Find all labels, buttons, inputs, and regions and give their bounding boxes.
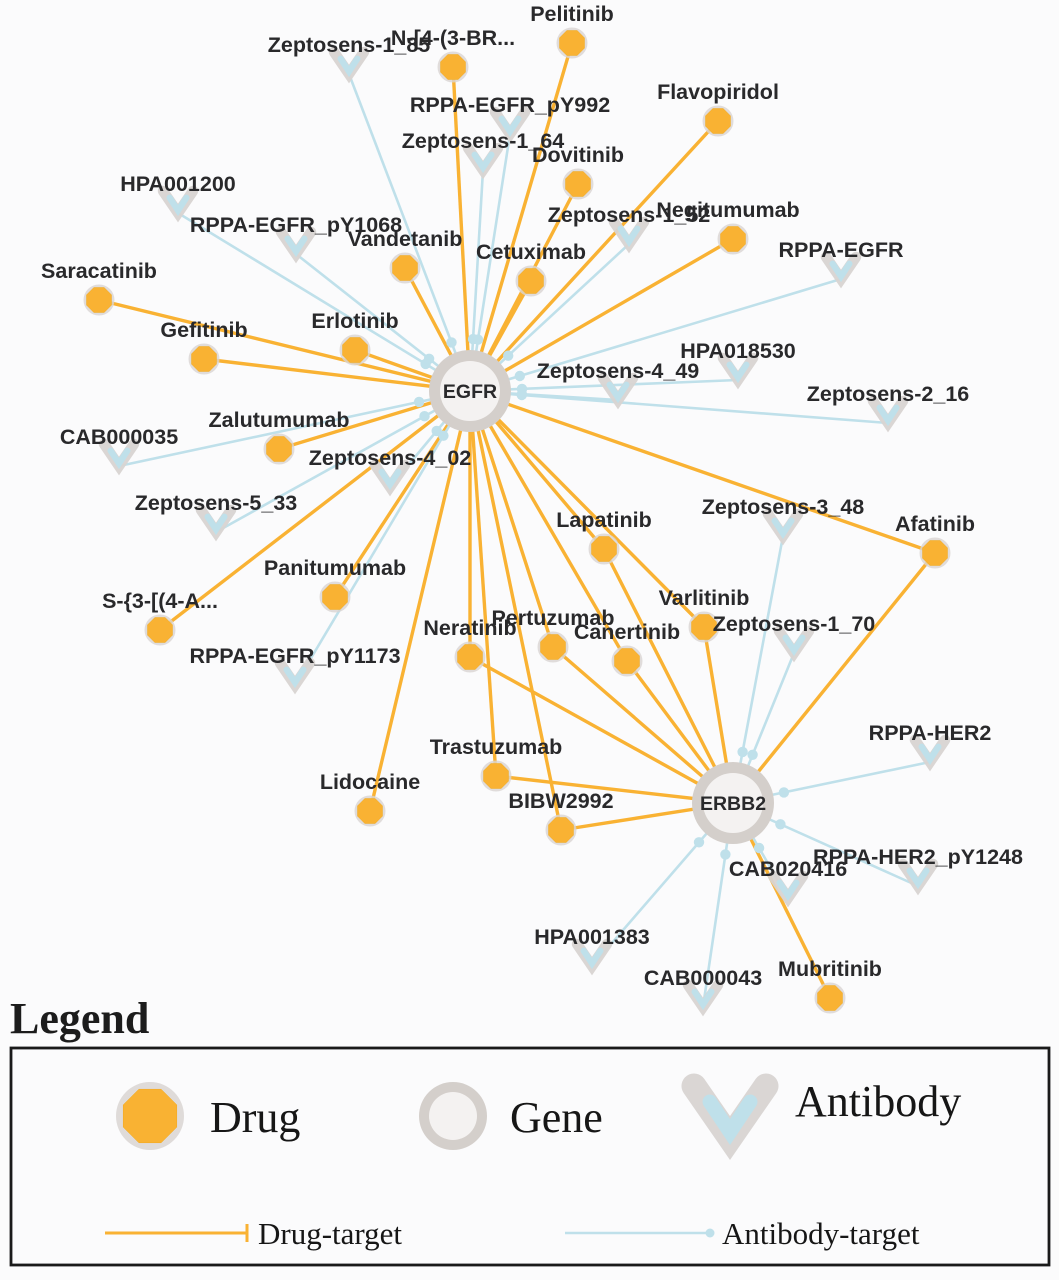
svg-text:Zeptosens-4_02: Zeptosens-4_02 — [309, 446, 472, 470]
svg-text:RPPA-EGFR_pY1173: RPPA-EGFR_pY1173 — [189, 644, 400, 668]
svg-text:Antibody: Antibody — [795, 1077, 961, 1126]
svg-text:BIBW2992: BIBW2992 — [508, 789, 613, 813]
svg-text:Trastuzumab: Trastuzumab — [430, 735, 563, 759]
svg-text:Zalutumumab: Zalutumumab — [209, 408, 350, 432]
svg-text:RPPA-EGFR_pY992: RPPA-EGFR_pY992 — [410, 93, 610, 117]
svg-text:Zeptosens-2_16: Zeptosens-2_16 — [807, 382, 970, 406]
svg-text:Canertinib: Canertinib — [574, 620, 680, 644]
svg-text:Zeptosens-5_33: Zeptosens-5_33 — [135, 491, 298, 515]
svg-text:Flavopiridol: Flavopiridol — [657, 80, 779, 104]
svg-text:Gefitinib: Gefitinib — [160, 318, 247, 342]
svg-text:HPA001383: HPA001383 — [534, 925, 650, 949]
svg-text:RPPA-HER2: RPPA-HER2 — [869, 721, 992, 745]
svg-text:Lapatinib: Lapatinib — [556, 508, 652, 532]
svg-text:Legend: Legend — [10, 994, 149, 1043]
svg-text:EGFR: EGFR — [443, 381, 497, 403]
svg-text:Mubritinib: Mubritinib — [778, 957, 882, 981]
svg-text:Zeptosens-1_52: Zeptosens-1_52 — [548, 203, 711, 227]
svg-text:Afatinib: Afatinib — [895, 512, 975, 536]
svg-text:RPPA-EGFR: RPPA-EGFR — [778, 238, 903, 262]
svg-text:CAB020416: CAB020416 — [729, 857, 847, 881]
svg-text:Zeptosens-3_48: Zeptosens-3_48 — [702, 495, 865, 519]
svg-text:Gene: Gene — [510, 1093, 603, 1142]
svg-text:Pelitinib: Pelitinib — [530, 2, 614, 26]
svg-text:Saracatinib: Saracatinib — [41, 259, 157, 283]
svg-text:Antibody-target: Antibody-target — [722, 1216, 920, 1251]
svg-text:CAB000043: CAB000043 — [644, 966, 762, 990]
svg-text:S-{3-[(4-A...: S-{3-[(4-A... — [102, 589, 218, 613]
svg-text:RPPA-EGFR_pY1068: RPPA-EGFR_pY1068 — [190, 213, 402, 237]
svg-text:Drug-target: Drug-target — [258, 1216, 402, 1251]
svg-text:HPA001200: HPA001200 — [120, 172, 236, 196]
svg-text:Erlotinib: Erlotinib — [311, 309, 398, 333]
svg-text:ERBB2: ERBB2 — [700, 793, 766, 815]
svg-text:Drug: Drug — [210, 1093, 300, 1142]
svg-text:Zeptosens-1_70: Zeptosens-1_70 — [713, 612, 876, 636]
svg-text:Cetuximab: Cetuximab — [476, 240, 586, 264]
svg-text:Zeptosens-1_64: Zeptosens-1_64 — [402, 129, 565, 153]
svg-text:Panitumumab: Panitumumab — [264, 556, 406, 580]
svg-text:Zeptosens-4_49: Zeptosens-4_49 — [537, 359, 700, 383]
svg-text:CAB000035: CAB000035 — [60, 425, 178, 449]
svg-text:Lidocaine: Lidocaine — [320, 770, 420, 794]
svg-text:Zeptosens-1_85: Zeptosens-1_85 — [268, 33, 431, 57]
svg-text:Varlitinib: Varlitinib — [659, 586, 750, 610]
